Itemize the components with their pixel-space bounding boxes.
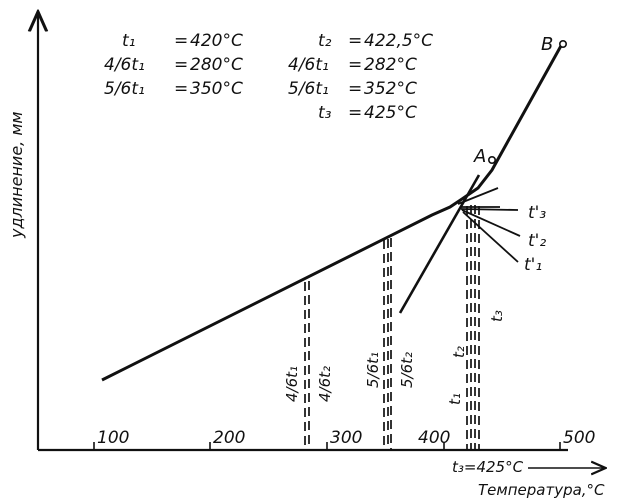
x-tick-label-200: 200 [213, 428, 245, 448]
x-tick-label-100: 100 [97, 428, 129, 448]
legend-right-value-3: 425°С [364, 103, 417, 123]
x-ticks [93, 442, 561, 450]
steep-line [398, 174, 481, 314]
legend-right-eq-1: = [348, 55, 362, 75]
legend-left: t₁ = 420°С 4/6t₁ = 280°С 5/6t₁ = 350°С [104, 31, 243, 99]
legend-right-value-0: 422,5°С [364, 31, 433, 51]
point-b-label: B [541, 34, 553, 55]
label-4-6-t2: 4/6t₂ [316, 366, 334, 402]
x-tick-label-400: 400 [418, 428, 450, 448]
legend-right-eq-2: = [348, 79, 362, 99]
legend-left-label-1: 4/6t₁ [104, 55, 145, 75]
x-tick-label-500: 500 [563, 428, 595, 448]
legend-left-eq-0: = [174, 31, 188, 51]
point-a-label: A [473, 146, 486, 167]
label-5-6-t1: 5/6t₁ [364, 352, 382, 388]
legend-right-eq-3: = [348, 103, 362, 123]
point-b-marker [558, 39, 567, 48]
legend-left-label-0: t₁ [122, 31, 135, 51]
legend-left-label-2: 5/6t₁ [104, 79, 145, 99]
label-t3: t₃ [488, 310, 506, 322]
dashed-verticals [304, 205, 480, 450]
legend-right-label-1: 4/6t₁ [288, 55, 329, 75]
legend-left-value-1: 280°С [190, 55, 243, 75]
label-t2-prime: t'₂ [528, 231, 546, 251]
x-axis-label: Температура,°С [478, 481, 605, 499]
t3-annotation: t₃=425°С [452, 458, 524, 476]
x-tick-label-300: 300 [330, 428, 362, 448]
legend-left-eq-1: = [174, 55, 188, 75]
expansion-curve [101, 43, 564, 382]
legend-right-value-2: 352°С [364, 79, 417, 99]
legend-left-eq-2: = [174, 79, 188, 99]
legend-left-value-2: 350°С [190, 79, 243, 99]
legend-right-eq-0: = [348, 31, 362, 51]
legend-right-label-2: 5/6t₁ [288, 79, 329, 99]
legend-right-value-1: 282°С [364, 55, 417, 75]
label-t1-prime: t'₁ [524, 255, 542, 275]
label-t1: t₁ [446, 393, 464, 405]
legend-right: t₂ = 422,5°С 4/6t₁ = 282°С 5/6t₁ = 352°С… [288, 31, 433, 123]
y-axis-label: удлинение, мм [7, 112, 26, 239]
label-5-6-t2: 5/6t₂ [398, 352, 416, 388]
label-4-6-t1: 4/6t₁ [283, 366, 301, 402]
label-t2: t₂ [450, 346, 468, 358]
legend-left-value-0: 420°С [190, 31, 243, 51]
label-t3-prime: t'₃ [528, 203, 546, 223]
legend-right-label-3: t₃ [318, 103, 332, 123]
point-a-marker [487, 156, 496, 165]
legend-right-label-0: t₂ [318, 31, 332, 51]
